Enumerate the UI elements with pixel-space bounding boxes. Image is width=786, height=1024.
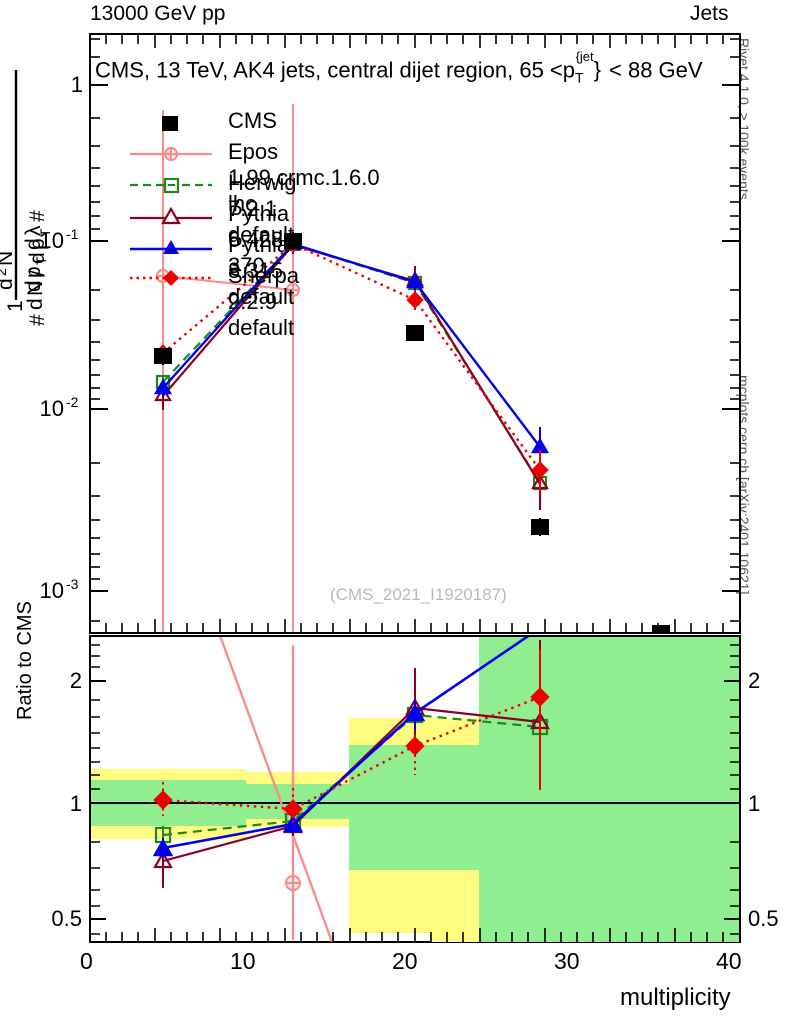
svg-text:1: 1 — [4, 300, 27, 312]
svg-text:p: p — [22, 266, 45, 278]
svg-text:2: 2 — [748, 668, 760, 693]
x-axis-label: multiplicity — [620, 984, 731, 1011]
legend-marker-sherpa — [130, 270, 212, 286]
svg-text:λ: λ — [22, 225, 45, 236]
legend-label-herwig: Herwig 7.2.1 default — [228, 170, 297, 247]
svg-text:d: d — [22, 280, 45, 292]
svg-text:T: T — [33, 256, 49, 265]
x-tick-labels: 0 10 20 30 40 — [80, 948, 742, 978]
main-top-x-ticks — [105, 34, 724, 48]
svg-text:2: 2 — [0, 268, 9, 276]
legend-marker-epos — [130, 146, 212, 162]
main-y-tick-labels: 1 10 -1 10 -2 10 -3 — [40, 72, 83, 603]
svg-text:d: d — [0, 278, 17, 290]
legend-label-sherpa: Sherpa 2.2.9 default — [228, 263, 299, 340]
x-tick-40: 40 — [716, 948, 742, 974]
legend-label-cms: CMS — [228, 108, 277, 133]
svg-text:N: N — [0, 251, 17, 266]
main-plot-title: CMS, 13 TeV, AK4 jets, central dijet reg… — [95, 49, 703, 86]
svg-text:#: # — [26, 210, 49, 222]
x-tick-0: 0 — [80, 948, 93, 974]
main-data-layer — [153, 104, 670, 632]
legend-marker-cms — [162, 116, 178, 131]
svg-text:-2: -2 — [66, 394, 79, 410]
svg-text:N: N — [24, 281, 47, 296]
series-cms-main — [154, 232, 670, 632]
svg-text:d: d — [22, 238, 45, 250]
svg-text:10: 10 — [40, 228, 64, 253]
header-right-label: Jets — [690, 2, 729, 25]
svg-text:1: 1 — [71, 72, 83, 97]
main-y-ticks — [90, 84, 740, 592]
svg-text:2: 2 — [70, 668, 82, 693]
legend-marker-pythia6 — [130, 206, 212, 225]
svg-text:d: d — [24, 298, 47, 310]
main-y-axis-label: # d N / d p T # 1 d 2 N d p T d λ — [0, 70, 53, 326]
legend-marker-herwig — [130, 177, 212, 194]
ratio-y-tick-labels-right: 2 1 0.5 — [748, 668, 779, 931]
ratio-bottom-x-ticks — [105, 928, 724, 942]
svg-text:d: d — [26, 252, 49, 264]
svg-text:0.5: 0.5 — [51, 906, 82, 931]
ratio-y-axis-label: Ratio to CMS — [14, 601, 36, 720]
legend-label-pythia6: Pythia 6.428 370 — [228, 201, 290, 278]
svg-text:#: # — [26, 314, 49, 326]
x-tick-30: 30 — [554, 948, 580, 974]
svg-text:-3: -3 — [66, 576, 79, 592]
svg-text:0.5: 0.5 — [748, 906, 779, 931]
svg-text:p: p — [26, 238, 49, 250]
x-tick-10: 10 — [230, 948, 256, 974]
legend-marker-pythia8 — [130, 240, 212, 254]
series-sherpa-ratio — [153, 650, 550, 827]
svg-text:10: 10 — [40, 578, 64, 603]
ratio-y-tick-labels: 2 1 0.5 — [51, 668, 82, 931]
legend-label-epos: Epos 1.99.crmc.1.6.0 lhc — [228, 139, 380, 216]
main-bottom-x-ticks — [105, 619, 724, 633]
header-left-label: 13000 GeV pp — [90, 2, 226, 25]
analysis-id-watermark: (CMS_2021_I1920187) — [330, 585, 507, 604]
svg-text:1: 1 — [70, 791, 82, 816]
legend-label-pythia8: Pythia 8.315 default — [228, 232, 295, 309]
main-y-minor-ticks — [90, 38, 740, 622]
series-epos-ratio — [219, 637, 334, 942]
svg-text:-1: -1 — [66, 226, 79, 242]
x-tick-20: 20 — [392, 948, 418, 974]
svg-text:1: 1 — [748, 791, 760, 816]
ratio-y-minor-ticks — [90, 644, 740, 935]
ratio-data-layer — [152, 637, 550, 942]
svg-text:T: T — [37, 228, 53, 237]
svg-text:/: / — [26, 270, 49, 276]
ratio-y-ticks — [90, 680, 740, 920]
svg-text:10: 10 — [40, 396, 64, 421]
